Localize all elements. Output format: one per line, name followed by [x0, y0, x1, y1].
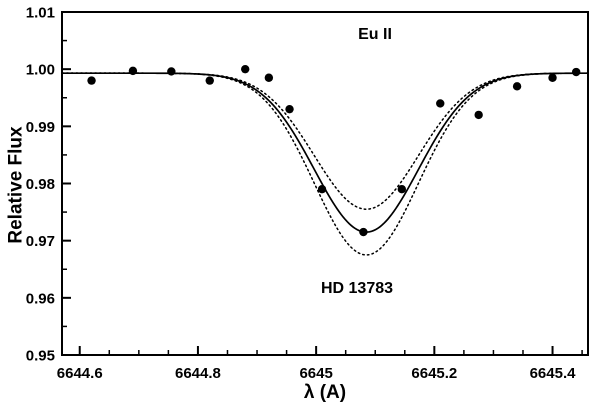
- annotation-line-id: Eu II: [358, 26, 392, 43]
- y-tick-label: 1.01: [26, 5, 55, 22]
- data-point: [397, 185, 407, 194]
- x-tick-label: 6645.4: [530, 365, 577, 382]
- data-point: [317, 185, 327, 194]
- x-tick-label: 6645: [299, 365, 332, 382]
- fit-curve-upper-uncertainty: [61, 72, 589, 210]
- fit-curve-lower-uncertainty: [61, 72, 589, 256]
- data-point: [512, 82, 522, 91]
- y-tick-label: 1.00: [26, 62, 55, 79]
- fit-curve-best-fit: [62, 72, 588, 233]
- data-point: [167, 67, 176, 76]
- y-tick-label: 0.95: [26, 348, 55, 365]
- data-point: [285, 104, 294, 114]
- data-point: [128, 66, 138, 76]
- data-point: [436, 99, 445, 108]
- y-tick-label: 0.99: [26, 119, 55, 136]
- data-point: [571, 67, 581, 77]
- data-point: [205, 76, 214, 85]
- data-point: [87, 76, 96, 85]
- data-point: [548, 73, 557, 82]
- x-axis-label: λ (A): [303, 382, 347, 403]
- x-tick-label: 6645.2: [411, 365, 457, 382]
- y-axis-label: Relative Flux: [5, 126, 27, 244]
- data-point: [264, 73, 274, 82]
- data-point: [359, 227, 368, 237]
- y-tick-label: 0.98: [26, 176, 55, 193]
- plot-frame: [61, 11, 589, 356]
- x-tick-label: 6644.6: [57, 365, 103, 382]
- data-point: [241, 64, 250, 74]
- y-tick-label: 0.96: [26, 290, 55, 307]
- annotation-star-name: HD 13783: [320, 280, 394, 297]
- data-point: [474, 110, 483, 120]
- x-tick-label: 6644.8: [175, 365, 221, 382]
- y-tick-label: 0.97: [26, 233, 55, 250]
